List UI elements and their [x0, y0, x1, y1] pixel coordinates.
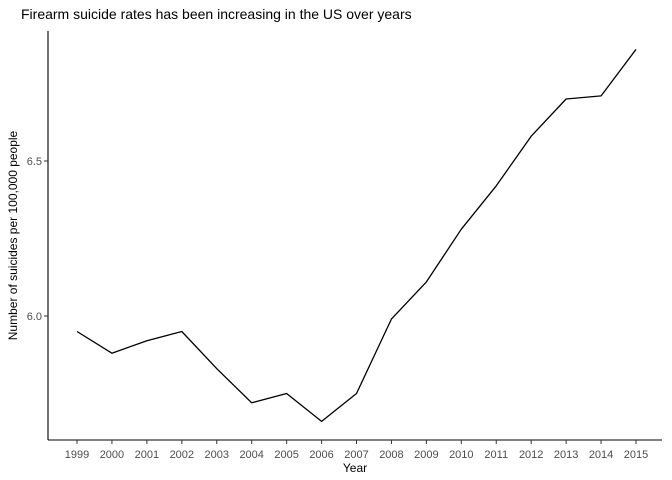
x-tick-label: 2005 [274, 449, 298, 461]
x-axis-title: Year [343, 461, 367, 475]
x-tick-label: 2014 [589, 449, 613, 461]
x-tick-label: 2002 [170, 449, 194, 461]
x-tick-label: 2012 [519, 449, 543, 461]
plot-area [76, 49, 637, 423]
x-tick-label: 2008 [379, 449, 403, 461]
x-tick-label: 2007 [344, 449, 368, 461]
x-tick-label: 2006 [309, 449, 333, 461]
x-tick-label: 2015 [624, 449, 648, 461]
x-tick-label: 2010 [449, 449, 473, 461]
x-tick-label: 2000 [100, 449, 124, 461]
y-tick-label: 6.0 [27, 311, 42, 323]
x-ticks: 1999 2000 2001 2002 2003 2004 2005 2006 2007 2008… [65, 440, 648, 461]
y-axis-title: Number of suicides per 100,000 people [6, 130, 20, 340]
x-tick-label: 2004 [239, 449, 263, 461]
x-tick-label: 2003 [205, 449, 229, 461]
x-tick-label: 2009 [414, 449, 438, 461]
x-tick-label: 2011 [484, 449, 508, 461]
series-line [76, 49, 637, 423]
x-tick-label: 1999 [65, 449, 89, 461]
y-tick-label: 6.5 [27, 156, 42, 168]
x-tick-label: 2013 [554, 449, 578, 461]
y-ticks: 6.0 6.5 [27, 156, 48, 323]
chart-title: Firearm suicide rates has been increasin… [21, 6, 412, 22]
x-tick-label: 2001 [135, 449, 159, 461]
